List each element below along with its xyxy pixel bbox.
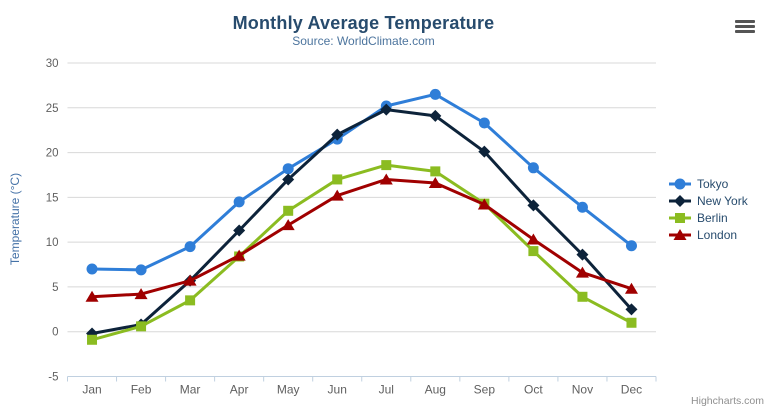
- legend-label: Tokyo: [697, 177, 729, 191]
- y-axis-title: Temperature (°C): [8, 172, 22, 266]
- point-tokyo-feb[interactable]: [135, 264, 147, 276]
- y-axis-label-5: 5: [52, 282, 58, 294]
- chart-title: Monthly Average Temperature: [232, 13, 495, 33]
- series-line-new-york: [90, 108, 633, 336]
- point-new-york-oct[interactable]: [527, 199, 540, 212]
- point-berlin-nov[interactable]: [577, 291, 588, 302]
- hamburger-bar: [735, 24, 755, 28]
- legend-square-icon: [669, 213, 691, 223]
- x-axis-label-jun: Jun: [328, 383, 347, 397]
- y-axis-label-30: 30: [46, 58, 59, 70]
- export-menu-button[interactable]: [731, 14, 759, 38]
- x-axis-label-apr: Apr: [230, 383, 249, 397]
- point-london-jun[interactable]: [330, 189, 344, 201]
- point-london-oct[interactable]: [526, 233, 540, 245]
- point-london-aug[interactable]: [428, 177, 442, 189]
- point-london-apr[interactable]: [232, 249, 246, 261]
- point-new-york-jul[interactable]: [380, 103, 393, 116]
- series-line-london: [90, 177, 633, 299]
- point-london-jan[interactable]: [85, 290, 99, 302]
- point-london-dec[interactable]: [624, 282, 638, 294]
- point-tokyo-nov[interactable]: [576, 201, 588, 213]
- y-axis-label-0: 0: [52, 327, 58, 339]
- x-axis-label-oct: Oct: [524, 383, 543, 397]
- legend-item-berlin[interactable]: Berlin: [668, 210, 748, 226]
- legend-label: London: [697, 228, 738, 242]
- legend-marker-shape: [675, 213, 685, 223]
- point-tokyo-may[interactable]: [282, 163, 294, 175]
- point-new-york-nov[interactable]: [576, 248, 589, 261]
- point-new-york-aug[interactable]: [429, 109, 442, 122]
- x-axis-label-jan: Jan: [82, 383, 101, 397]
- hamburger-bar: [735, 19, 755, 23]
- legend-marker-shape: [674, 178, 686, 190]
- legend: Tokyo New York Berlin London: [668, 176, 748, 244]
- point-tokyo-dec[interactable]: [625, 240, 637, 252]
- series-line-berlin: [90, 163, 633, 342]
- point-new-york-jun[interactable]: [331, 128, 344, 141]
- point-tokyo-sep[interactable]: [478, 117, 490, 129]
- point-tokyo-apr[interactable]: [233, 196, 245, 208]
- hamburger-menu-icon: [735, 19, 755, 33]
- x-axis-label-may: May: [277, 383, 300, 397]
- point-berlin-mar[interactable]: [185, 295, 196, 306]
- point-london-nov[interactable]: [575, 266, 589, 278]
- x-axis-label-jul: Jul: [379, 383, 394, 397]
- point-tokyo-mar[interactable]: [184, 241, 196, 253]
- point-berlin-dec[interactable]: [626, 317, 637, 328]
- y-axis-label-20: 20: [46, 148, 59, 160]
- point-london-jul[interactable]: [379, 173, 393, 185]
- hamburger-bar: [735, 29, 755, 33]
- point-berlin-oct[interactable]: [528, 246, 539, 257]
- y-axis-label--5: -5: [48, 372, 58, 384]
- point-berlin-aug[interactable]: [430, 166, 441, 177]
- x-axis-label-dec: Dec: [621, 383, 642, 397]
- point-berlin-jul[interactable]: [381, 160, 392, 171]
- legend-diamond-icon: [669, 195, 691, 207]
- y-axis-label-15: 15: [46, 192, 59, 204]
- legend-item-london[interactable]: London: [668, 227, 748, 243]
- point-berlin-may[interactable]: [283, 205, 294, 216]
- point-berlin-jan[interactable]: [87, 334, 98, 345]
- x-axis-label-mar: Mar: [180, 383, 201, 397]
- legend-label: New York: [697, 194, 748, 208]
- point-new-york-sep[interactable]: [478, 145, 491, 158]
- point-london-sep[interactable]: [477, 198, 491, 210]
- legend-triangle-icon: [669, 229, 691, 240]
- legend-item-new-york[interactable]: New York: [668, 193, 748, 209]
- x-axis-label-feb: Feb: [131, 383, 152, 397]
- point-tokyo-oct[interactable]: [527, 162, 539, 174]
- legend-marker-shape: [673, 229, 687, 240]
- point-berlin-feb[interactable]: [136, 321, 147, 332]
- x-axis-label-sep: Sep: [474, 383, 496, 397]
- legend-item-tokyo[interactable]: Tokyo: [668, 176, 748, 192]
- legend-marker-shape: [674, 195, 686, 207]
- y-axis-label-25: 25: [46, 103, 59, 115]
- point-london-feb[interactable]: [134, 288, 148, 300]
- credits-link[interactable]: Highcharts.com: [691, 395, 764, 407]
- chart-subtitle: Source: WorldClimate.com: [292, 34, 435, 48]
- legend-label: Berlin: [697, 211, 728, 225]
- point-new-york-dec[interactable]: [625, 303, 638, 316]
- point-london-may[interactable]: [281, 219, 295, 231]
- point-berlin-jun[interactable]: [332, 174, 343, 185]
- point-new-york-may[interactable]: [282, 173, 295, 186]
- x-axis-label-nov: Nov: [572, 383, 593, 397]
- point-tokyo-jan[interactable]: [86, 263, 98, 275]
- point-tokyo-aug[interactable]: [429, 88, 441, 100]
- legend-circle-icon: [669, 178, 691, 190]
- point-london-mar[interactable]: [183, 274, 197, 286]
- y-axis-label-10: 10: [46, 237, 59, 249]
- x-axis-label-aug: Aug: [425, 383, 446, 397]
- point-new-york-apr[interactable]: [233, 224, 246, 237]
